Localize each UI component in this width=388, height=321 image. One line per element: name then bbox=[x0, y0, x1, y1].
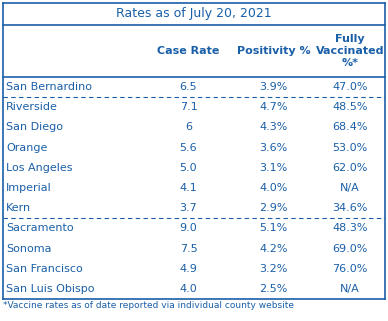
Text: 3.2%: 3.2% bbox=[259, 264, 288, 274]
Text: *Vaccine rates as of date reported via individual county website: *Vaccine rates as of date reported via i… bbox=[3, 301, 294, 310]
Text: Sonoma: Sonoma bbox=[6, 244, 52, 254]
Text: 2.5%: 2.5% bbox=[259, 284, 288, 294]
Text: 3.6%: 3.6% bbox=[259, 143, 288, 153]
Text: Case Rate: Case Rate bbox=[157, 46, 220, 56]
Text: 47.0%: 47.0% bbox=[332, 82, 368, 92]
Text: 4.1: 4.1 bbox=[180, 183, 197, 193]
Text: 69.0%: 69.0% bbox=[332, 244, 368, 254]
Text: Fully
Vaccinated
%*: Fully Vaccinated %* bbox=[316, 34, 384, 68]
Text: 3.7: 3.7 bbox=[180, 203, 197, 213]
Text: 4.0%: 4.0% bbox=[259, 183, 288, 193]
Text: San Francisco: San Francisco bbox=[6, 264, 83, 274]
Text: 5.0: 5.0 bbox=[180, 163, 197, 173]
Text: 4.0: 4.0 bbox=[180, 284, 197, 294]
Text: 34.6%: 34.6% bbox=[332, 203, 368, 213]
Text: Kern: Kern bbox=[6, 203, 31, 213]
Text: 5.1%: 5.1% bbox=[259, 223, 288, 233]
Text: 62.0%: 62.0% bbox=[332, 163, 368, 173]
Text: 3.9%: 3.9% bbox=[259, 82, 288, 92]
Text: 48.5%: 48.5% bbox=[332, 102, 368, 112]
Text: N/A: N/A bbox=[340, 284, 360, 294]
Text: 4.7%: 4.7% bbox=[259, 102, 288, 112]
Text: 7.1: 7.1 bbox=[180, 102, 197, 112]
Text: 9.0: 9.0 bbox=[180, 223, 197, 233]
Text: N/A: N/A bbox=[340, 183, 360, 193]
Text: 6: 6 bbox=[185, 122, 192, 133]
Text: Los Angeles: Los Angeles bbox=[6, 163, 73, 173]
Text: 2.9%: 2.9% bbox=[259, 203, 288, 213]
Text: 53.0%: 53.0% bbox=[333, 143, 367, 153]
Text: 5.6: 5.6 bbox=[180, 143, 197, 153]
Text: 7.5: 7.5 bbox=[180, 244, 197, 254]
Text: 4.2%: 4.2% bbox=[259, 244, 288, 254]
Text: San Diego: San Diego bbox=[6, 122, 63, 133]
Text: 4.9: 4.9 bbox=[180, 264, 197, 274]
Text: Sacramento: Sacramento bbox=[6, 223, 74, 233]
Text: 3.1%: 3.1% bbox=[259, 163, 288, 173]
Text: Positivity %: Positivity % bbox=[237, 46, 310, 56]
Text: 6.5: 6.5 bbox=[180, 82, 197, 92]
Text: Imperial: Imperial bbox=[6, 183, 52, 193]
Text: Orange: Orange bbox=[6, 143, 47, 153]
Text: Rates as of July 20, 2021: Rates as of July 20, 2021 bbox=[116, 7, 272, 21]
Text: Riverside: Riverside bbox=[6, 102, 58, 112]
Text: San Luis Obispo: San Luis Obispo bbox=[6, 284, 95, 294]
Text: 68.4%: 68.4% bbox=[332, 122, 368, 133]
Text: San Bernardino: San Bernardino bbox=[6, 82, 92, 92]
Text: 76.0%: 76.0% bbox=[332, 264, 368, 274]
Text: 48.3%: 48.3% bbox=[332, 223, 368, 233]
Text: 4.3%: 4.3% bbox=[259, 122, 288, 133]
